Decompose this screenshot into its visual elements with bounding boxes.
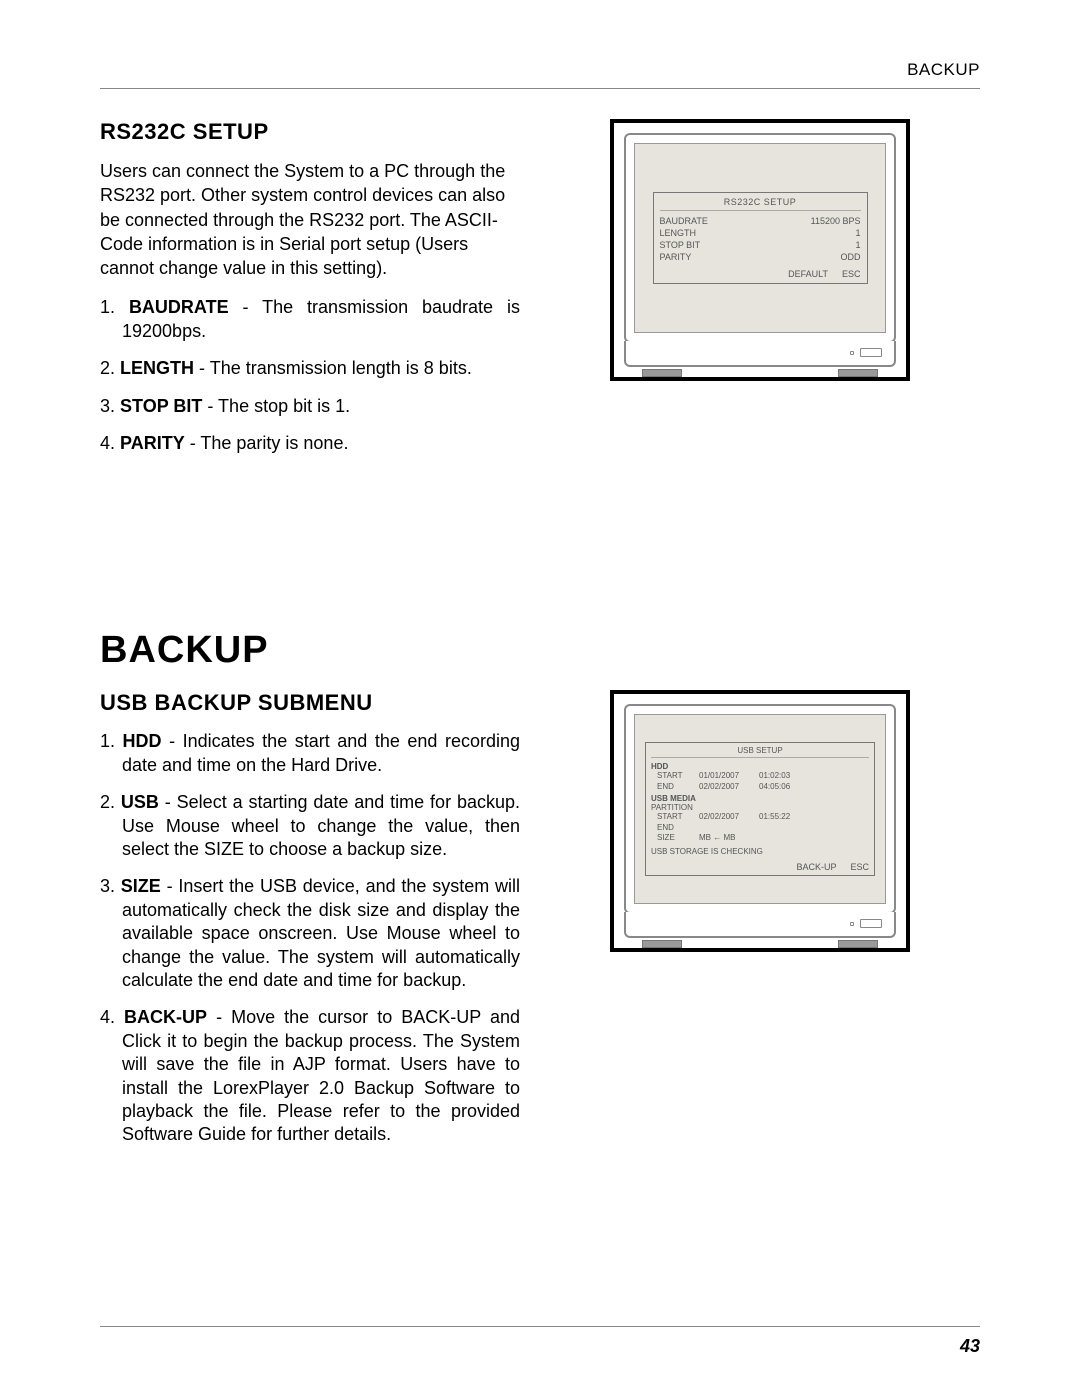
foot-icon — [838, 369, 878, 377]
page: BACKUP RS232C SETUP Users can connect th… — [0, 0, 1080, 1201]
osd-default: DEFAULT — [788, 269, 828, 279]
monitor-base — [624, 912, 896, 938]
monitor-screen: USB SETUP HDD START01/01/200701:02:03 EN… — [634, 714, 886, 904]
foot-icon — [642, 369, 682, 377]
list-item: 2. LENGTH - The transmission length is 8… — [100, 357, 520, 380]
figure-column-1: RS232C SETUP BAUDRATE115200 BPS LENGTH1 … — [540, 119, 980, 381]
osd-title: RS232C SETUP — [660, 197, 861, 211]
list-rs232c: 1. BAUDRATE - The transmission baudrate … — [100, 296, 520, 455]
osd-row: BAUDRATE115200 BPS — [660, 215, 861, 227]
osd-row: START02/02/200701:55:22 — [651, 812, 869, 822]
osd-row: STOP BIT1 — [660, 239, 861, 251]
osd-backup: BACK-UP — [796, 862, 836, 872]
monitor-bezel: RS232C SETUP BAUDRATE115200 BPS LENGTH1 … — [624, 133, 896, 343]
power-led-icon — [850, 922, 854, 926]
intro-text: Users can connect the System to a PC thr… — [100, 159, 520, 280]
monitor-bezel: USB SETUP HDD START01/01/200701:02:03 EN… — [624, 704, 896, 914]
monitor-screen: RS232C SETUP BAUDRATE115200 BPS LENGTH1 … — [634, 143, 886, 333]
osd-partition-label: PARTITION — [651, 803, 869, 812]
osd-footer: DEFAULT ESC — [660, 263, 861, 279]
text-column-2: USB BACKUP SUBMENU 1. HDD - Indicates th… — [100, 690, 540, 1160]
osd-status-msg: USB STORAGE IS CHECKING — [651, 843, 869, 856]
osd-size-row: SIZEMB ← MB — [651, 833, 869, 843]
page-number: 43 — [960, 1336, 980, 1357]
list-item: 2. USB - Select a starting date and time… — [100, 791, 520, 861]
power-led-icon — [850, 351, 854, 355]
section-rs232c: RS232C SETUP Users can connect the Syste… — [100, 119, 980, 469]
foot-icon — [838, 940, 878, 948]
monitor-base — [624, 341, 896, 367]
monitor-buttons — [850, 919, 882, 928]
power-button-icon — [860, 348, 882, 357]
heading-rs232c: RS232C SETUP — [100, 119, 520, 145]
list-item: 4. PARITY - The parity is none. — [100, 432, 520, 455]
osd-row: START01/01/200701:02:03 — [651, 771, 869, 781]
list-item: 3. SIZE - Insert the USB device, and the… — [100, 875, 520, 992]
bottom-rule — [100, 1326, 980, 1327]
osd-row: LENGTH1 — [660, 227, 861, 239]
list-item: 1. HDD - Indicates the start and the end… — [100, 730, 520, 777]
osd-panel-usb: USB SETUP HDD START01/01/200701:02:03 EN… — [645, 742, 875, 876]
monitor-feet — [624, 940, 896, 948]
text-column-1: RS232C SETUP Users can connect the Syste… — [100, 119, 540, 469]
list-item: 3. STOP BIT - The stop bit is 1. — [100, 395, 520, 418]
osd-row: END02/02/200704:05:06 — [651, 782, 869, 792]
list-item: 1. BAUDRATE - The transmission baudrate … — [100, 296, 520, 343]
heading-usb-backup: USB BACKUP SUBMENU — [100, 690, 520, 716]
osd-footer: BACK-UP ESC — [651, 856, 869, 872]
chapter-heading: BACKUP — [100, 629, 980, 672]
osd-panel-rs232c: RS232C SETUP BAUDRATE115200 BPS LENGTH1 … — [653, 192, 868, 285]
list-usb-backup: 1. HDD - Indicates the start and the end… — [100, 730, 520, 1146]
figure-column-2: USB SETUP HDD START01/01/200701:02:03 EN… — [540, 690, 980, 952]
monitor-feet — [624, 369, 896, 377]
osd-usb-label: USB MEDIA — [651, 792, 869, 803]
osd-esc: ESC — [842, 269, 861, 279]
bottom-rule-wrap — [100, 1326, 980, 1327]
monitor-figure-1: RS232C SETUP BAUDRATE115200 BPS LENGTH1 … — [610, 119, 910, 381]
osd-hdd-label: HDD — [651, 760, 869, 771]
osd-esc: ESC — [850, 862, 869, 872]
osd-title: USB SETUP — [651, 746, 869, 758]
spacer — [100, 469, 980, 629]
section-usb-backup: USB BACKUP SUBMENU 1. HDD - Indicates th… — [100, 690, 980, 1160]
monitor-figure-2: USB SETUP HDD START01/01/200701:02:03 EN… — [610, 690, 910, 952]
header-label: BACKUP — [100, 60, 980, 88]
monitor-buttons — [850, 348, 882, 357]
list-item: 4. BACK-UP - Move the cursor to BACK-UP … — [100, 1006, 520, 1146]
foot-icon — [642, 940, 682, 948]
osd-row: PARITYODD — [660, 251, 861, 263]
power-button-icon — [860, 919, 882, 928]
osd-row: END — [651, 823, 869, 833]
content: RS232C SETUP Users can connect the Syste… — [100, 89, 980, 1161]
